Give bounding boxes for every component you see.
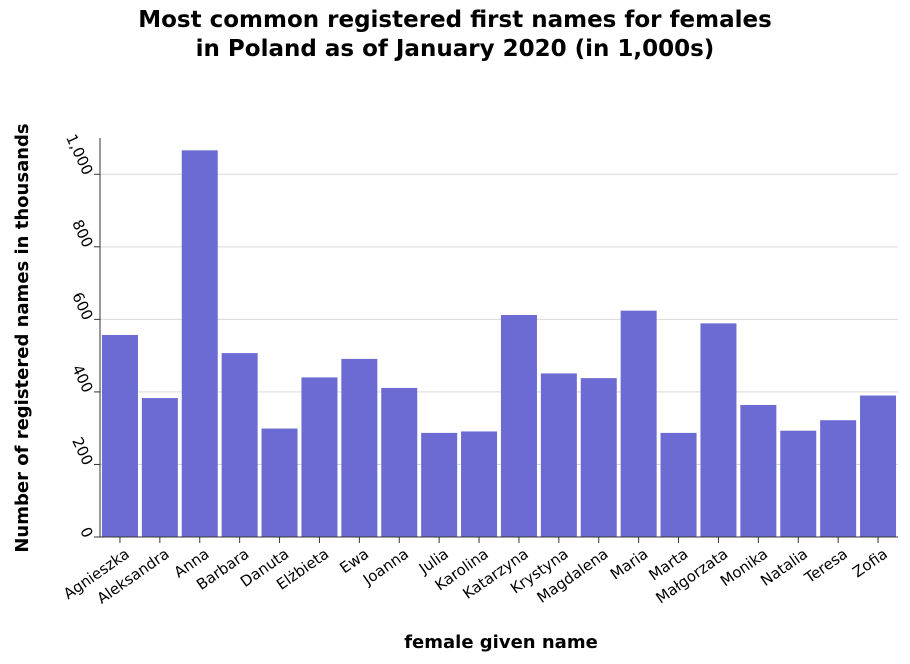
bar-maria xyxy=(620,310,657,537)
y-axis-title: Number of registered names in thousands xyxy=(12,123,33,552)
y-tick-label: 0 xyxy=(76,524,96,540)
bar-katarzyna xyxy=(500,315,537,537)
bar-aleksandra xyxy=(141,398,178,537)
bar-barbara xyxy=(221,353,258,537)
x-axis-title: female given name xyxy=(404,632,598,653)
bar-karolina xyxy=(461,431,498,537)
bar-anna xyxy=(181,150,218,537)
chart-title: Most common registered first names for f… xyxy=(0,6,910,64)
bar-małgorzata xyxy=(700,323,737,537)
x-tick-label: Zofia xyxy=(849,545,891,582)
bar-teresa xyxy=(820,420,857,537)
bar-elżbieta xyxy=(301,377,338,537)
bar-magdalena xyxy=(580,378,617,537)
bar-natalia xyxy=(780,430,817,537)
x-tick-label: Joanna xyxy=(359,545,412,590)
bar-zofia xyxy=(860,395,897,537)
bars xyxy=(101,150,897,537)
chart-title-line-1: Most common registered first names for f… xyxy=(138,7,772,33)
y-tick-label: 800 xyxy=(68,217,96,251)
y-tick-label: 400 xyxy=(68,362,96,396)
chart-title-line-2: in Poland as of January 2020 (in 1,000s) xyxy=(195,36,715,62)
bar-agnieszka xyxy=(101,334,138,537)
y-tick-label: 600 xyxy=(68,289,96,323)
y-tick-label: 200 xyxy=(68,434,96,468)
x-tick-label: Teresa xyxy=(800,545,850,588)
x-tick-label: Maria xyxy=(607,545,651,584)
bar-krystyna xyxy=(540,373,577,537)
bar-marta xyxy=(660,432,697,537)
axes xyxy=(94,138,898,543)
grid-lines xyxy=(100,173,898,465)
bar-monika xyxy=(740,404,777,537)
bar-julia xyxy=(421,432,458,537)
y-tick-label: 1,000 xyxy=(62,131,96,178)
bar-danuta xyxy=(261,428,298,537)
bar-joanna xyxy=(381,387,418,537)
bar-ewa xyxy=(341,358,378,537)
